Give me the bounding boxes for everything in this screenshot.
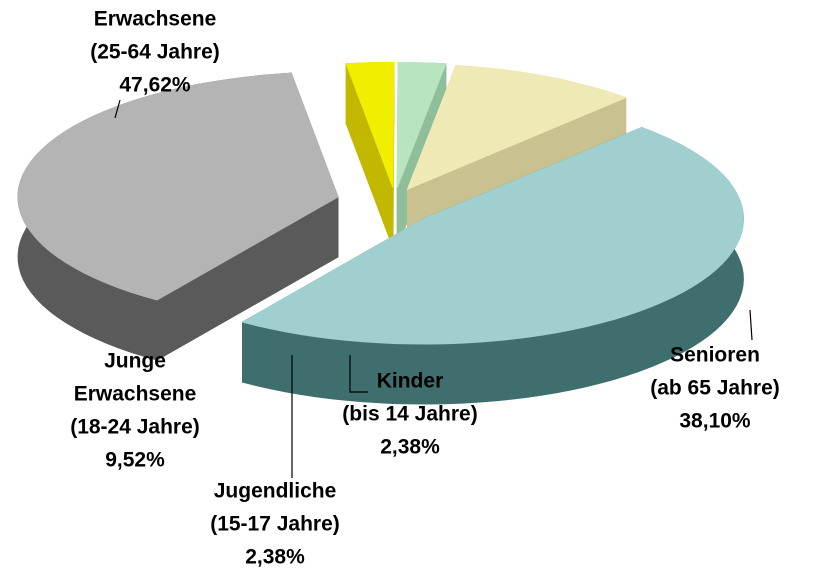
- slice-value-label: 2,38%: [380, 436, 440, 459]
- leader-line: [349, 355, 368, 393]
- slice-label: Erwachsene: [74, 383, 197, 406]
- leader-line: [114, 99, 121, 119]
- slice-label: Erwachsene: [94, 8, 217, 31]
- slice-value-label: 2,38%: [245, 546, 305, 568]
- slice-label: (ab 65 Jahre): [650, 377, 780, 400]
- slice-label: (15-17 Jahre): [210, 513, 340, 536]
- slice-value-label: 38,10%: [679, 410, 751, 433]
- slice-top: [396, 61, 447, 188]
- slice-label: (25-64 Jahre): [90, 41, 220, 64]
- slice-label: Kinder: [377, 370, 444, 393]
- slice-top: [345, 61, 395, 188]
- labels: Erwachsene (25-64 Jahre) 47,62% Senioren (ab…: [70, 8, 780, 568]
- slice-label: Junge: [104, 350, 166, 373]
- leader-line: [749, 309, 753, 341]
- slice-value-label: 47,62%: [119, 74, 191, 97]
- leader-lines: [114, 99, 753, 478]
- slice-top: [17, 72, 339, 301]
- slice-value-label: 9,52%: [105, 449, 165, 472]
- slice-label: (18-24 Jahre): [70, 416, 200, 439]
- pie: [17, 61, 744, 405]
- slice-label: Jugendliche: [214, 480, 337, 503]
- slice-top: [241, 127, 744, 345]
- slice-top: [406, 65, 628, 191]
- slice-label: (bis 14 Jahre): [342, 403, 477, 426]
- slice-label: Senioren: [670, 344, 760, 367]
